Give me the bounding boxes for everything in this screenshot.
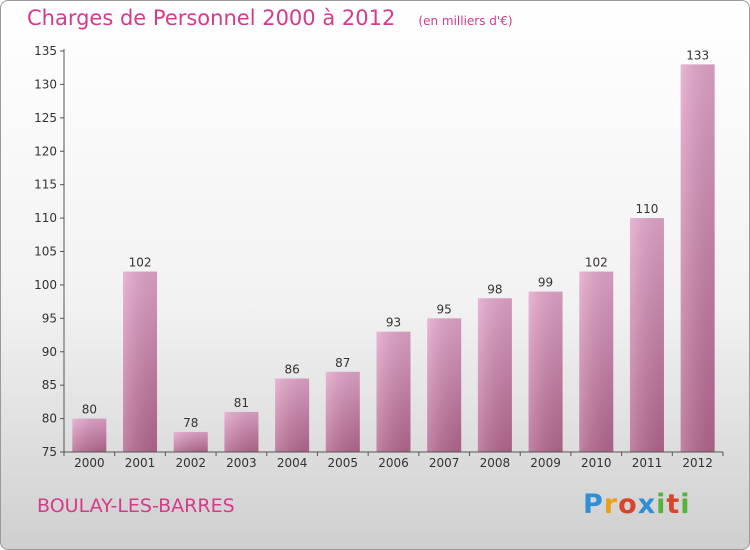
bar-shade-2010 — [579, 271, 614, 452]
y-tick-label-135: 135 — [34, 44, 57, 58]
chart-title: Charges de Personnel 2000 à 2012 (en mil… — [27, 6, 513, 30]
x-tick-label-2008: 2008 — [480, 456, 511, 470]
value-label-2003: 81 — [234, 396, 249, 410]
value-label-2005: 87 — [335, 356, 350, 370]
bar-shade-2011 — [629, 218, 664, 452]
y-tick-label-95: 95 — [42, 311, 57, 325]
bar-shade-2007 — [427, 318, 462, 452]
value-label-2004: 86 — [284, 362, 299, 376]
x-tick-label-2005: 2005 — [328, 456, 359, 470]
value-label-2011: 110 — [636, 202, 659, 216]
proxiti-logo: Proxiti — [583, 489, 691, 520]
logo-letter: o — [618, 489, 638, 520]
town-name: BOULAY-LES-BARRES — [37, 495, 235, 517]
y-tick-label-105: 105 — [34, 245, 57, 259]
y-tick-label-85: 85 — [42, 378, 57, 392]
value-label-2002: 78 — [183, 416, 198, 430]
chart-title-text: Charges de Personnel 2000 à 2012 — [27, 6, 396, 30]
x-tick-label-2012: 2012 — [682, 456, 713, 470]
y-tick-label-100: 100 — [34, 278, 57, 292]
x-tick-label-2011: 2011 — [632, 456, 663, 470]
y-tick-label-80: 80 — [42, 412, 57, 426]
y-tick-label-115: 115 — [34, 178, 57, 192]
x-tick-label-2007: 2007 — [429, 456, 460, 470]
logo-letter: t — [666, 489, 681, 520]
x-tick-label-2004: 2004 — [277, 456, 308, 470]
logo-letter: i — [656, 489, 667, 520]
bar-shade-2005 — [325, 371, 360, 452]
bar-shade-2002 — [173, 431, 208, 452]
bar-shade-2009 — [528, 291, 563, 452]
logo-letter: P — [583, 489, 604, 520]
x-tick-label-2009: 2009 — [530, 456, 561, 470]
y-tick-label-90: 90 — [42, 345, 57, 359]
bar-shade-2004 — [275, 378, 310, 452]
bar-shade-2003 — [224, 411, 259, 452]
value-label-2000: 80 — [82, 403, 97, 417]
chart-unit-text: (en milliers d'€) — [418, 14, 513, 28]
bar-shade-2000 — [72, 418, 107, 452]
x-tick-label-2000: 2000 — [74, 456, 105, 470]
value-label-2008: 98 — [487, 282, 502, 296]
y-tick-label-125: 125 — [34, 111, 57, 125]
y-tick-label-110: 110 — [34, 211, 57, 225]
axes-group: 2000 2001 2002 2003 2004 2005 2006 2007 2008 2009… — [34, 44, 724, 470]
value-label-2006: 93 — [386, 316, 401, 330]
value-label-2007: 95 — [437, 302, 452, 316]
logo-letter: r — [603, 489, 619, 520]
y-tick-label-120: 120 — [34, 144, 57, 158]
x-tick-label-2003: 2003 — [226, 456, 257, 470]
logo-letter: x — [637, 489, 657, 520]
bar-shade-2006 — [376, 331, 411, 452]
y-tick-label-130: 130 — [34, 77, 57, 91]
x-tick-label-2010: 2010 — [581, 456, 612, 470]
bars-group: 80 102 78 81 86 87 93 95 98 99 102 110 133 — [72, 48, 715, 452]
value-label-2001: 102 — [129, 256, 152, 270]
bar-shade-2012 — [680, 64, 715, 452]
bar-shade-2008 — [477, 298, 512, 452]
bar-shade-2001 — [123, 271, 158, 452]
value-label-2010: 102 — [585, 256, 608, 270]
value-label-2009: 99 — [538, 276, 553, 290]
x-tick-label-2006: 2006 — [378, 456, 409, 470]
x-tick-label-2002: 2002 — [175, 456, 206, 470]
logo-letter: i — [680, 489, 691, 520]
x-tick-label-2001: 2001 — [125, 456, 156, 470]
y-tick-label-75: 75 — [42, 445, 57, 459]
value-label-2012: 133 — [686, 48, 709, 62]
